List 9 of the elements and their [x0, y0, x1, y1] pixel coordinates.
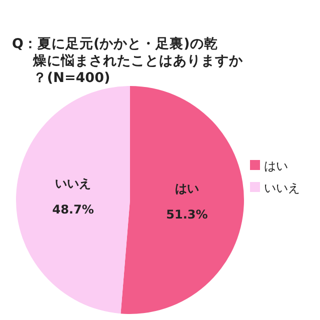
chart-title: Q：夏に足元(かかと・足裏)の乾燥に悩まされたことはありますか？(N=400)	[12, 36, 244, 86]
pie-slice	[120, 86, 244, 314]
data-label: 48.7%	[52, 202, 94, 217]
legend-label: はい	[264, 159, 288, 173]
legend-label: いいえ	[264, 181, 300, 195]
slice-label: はい	[174, 181, 199, 196]
slice-label: いいえ	[55, 176, 92, 191]
pie-slice	[16, 86, 130, 314]
data-label: 51.3%	[166, 207, 208, 222]
